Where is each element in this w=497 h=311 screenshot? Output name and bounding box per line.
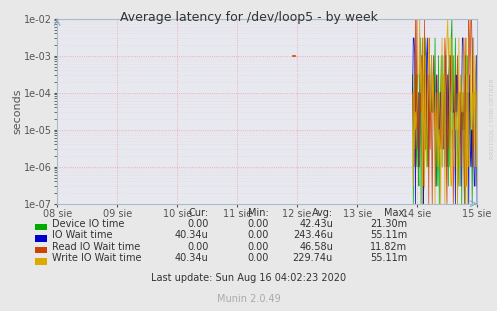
Text: 46.58u: 46.58u	[299, 242, 333, 252]
Text: 40.34u: 40.34u	[175, 253, 209, 263]
Text: 0.00: 0.00	[187, 219, 209, 229]
Text: 0.00: 0.00	[247, 219, 268, 229]
Text: 243.46u: 243.46u	[293, 230, 333, 240]
Text: Max:: Max:	[384, 208, 408, 218]
Text: 55.11m: 55.11m	[370, 230, 408, 240]
Text: 55.11m: 55.11m	[370, 253, 408, 263]
Text: Cur:: Cur:	[189, 208, 209, 218]
Text: 0.00: 0.00	[247, 253, 268, 263]
Text: RRDTOOL / TOBI OETIKER: RRDTOOL / TOBI OETIKER	[490, 78, 495, 159]
Text: 0.00: 0.00	[187, 242, 209, 252]
Y-axis label: seconds: seconds	[12, 88, 22, 134]
Text: Avg:: Avg:	[312, 208, 333, 218]
Text: 229.74u: 229.74u	[293, 253, 333, 263]
Text: Write IO Wait time: Write IO Wait time	[52, 253, 142, 263]
Text: 0.00: 0.00	[247, 230, 268, 240]
Text: Average latency for /dev/loop5 - by week: Average latency for /dev/loop5 - by week	[120, 11, 377, 24]
Text: 40.34u: 40.34u	[175, 230, 209, 240]
Text: 42.43u: 42.43u	[299, 219, 333, 229]
Text: Read IO Wait time: Read IO Wait time	[52, 242, 141, 252]
Text: IO Wait time: IO Wait time	[52, 230, 113, 240]
Text: Munin 2.0.49: Munin 2.0.49	[217, 294, 280, 304]
Text: 11.82m: 11.82m	[370, 242, 408, 252]
Text: 21.30m: 21.30m	[370, 219, 408, 229]
Text: Device IO time: Device IO time	[52, 219, 125, 229]
Text: Last update: Sun Aug 16 04:02:23 2020: Last update: Sun Aug 16 04:02:23 2020	[151, 273, 346, 283]
Text: Min:: Min:	[248, 208, 268, 218]
Text: 0.00: 0.00	[247, 242, 268, 252]
